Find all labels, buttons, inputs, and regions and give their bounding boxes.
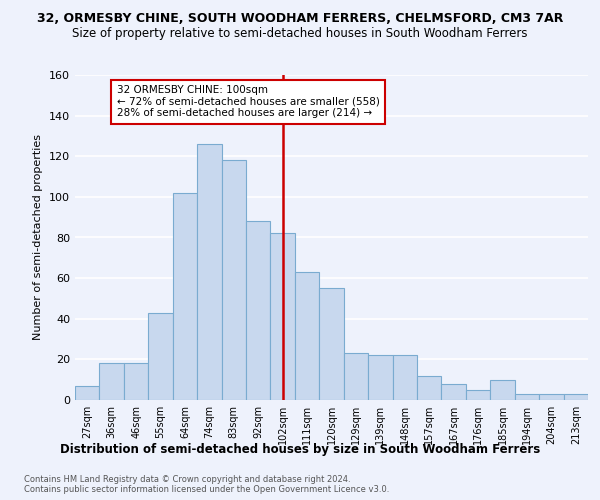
Bar bbox=[124, 364, 148, 400]
Bar bbox=[539, 394, 563, 400]
Bar bbox=[442, 384, 466, 400]
Bar bbox=[490, 380, 515, 400]
Bar bbox=[563, 394, 588, 400]
Bar bbox=[515, 394, 539, 400]
Bar bbox=[344, 354, 368, 400]
Bar bbox=[173, 193, 197, 400]
Bar bbox=[271, 234, 295, 400]
Bar bbox=[197, 144, 221, 400]
Text: Distribution of semi-detached houses by size in South Woodham Ferrers: Distribution of semi-detached houses by … bbox=[60, 442, 540, 456]
Text: 32, ORMESBY CHINE, SOUTH WOODHAM FERRERS, CHELMSFORD, CM3 7AR: 32, ORMESBY CHINE, SOUTH WOODHAM FERRERS… bbox=[37, 12, 563, 26]
Bar bbox=[75, 386, 100, 400]
Text: Size of property relative to semi-detached houses in South Woodham Ferrers: Size of property relative to semi-detach… bbox=[72, 28, 528, 40]
Bar bbox=[368, 356, 392, 400]
Y-axis label: Number of semi-detached properties: Number of semi-detached properties bbox=[34, 134, 43, 340]
Bar bbox=[295, 272, 319, 400]
Bar bbox=[392, 356, 417, 400]
Bar bbox=[148, 312, 173, 400]
Text: 32 ORMESBY CHINE: 100sqm
← 72% of semi-detached houses are smaller (558)
28% of : 32 ORMESBY CHINE: 100sqm ← 72% of semi-d… bbox=[116, 85, 379, 118]
Bar bbox=[319, 288, 344, 400]
Bar bbox=[417, 376, 442, 400]
Text: Contains HM Land Registry data © Crown copyright and database right 2024.
Contai: Contains HM Land Registry data © Crown c… bbox=[24, 475, 389, 494]
Bar bbox=[100, 364, 124, 400]
Bar bbox=[246, 221, 271, 400]
Bar bbox=[466, 390, 490, 400]
Bar bbox=[221, 160, 246, 400]
